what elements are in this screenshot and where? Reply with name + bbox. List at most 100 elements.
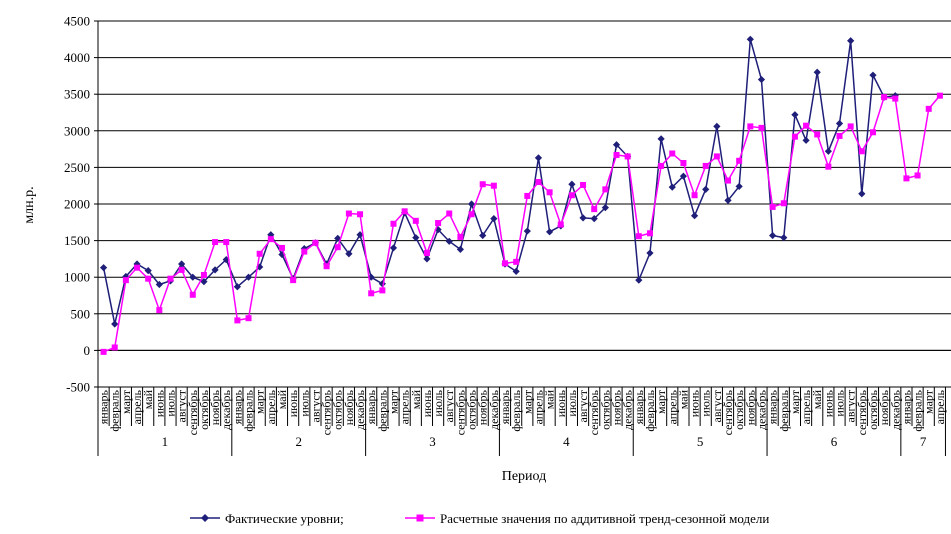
data-point	[134, 264, 141, 271]
data-point	[156, 307, 163, 314]
data-point	[357, 211, 364, 218]
data-point	[702, 185, 710, 193]
x-tick-label: сентябрь	[186, 389, 200, 435]
x-tick-label: январь	[364, 389, 378, 424]
data-point	[367, 273, 375, 281]
x-tick-label: август	[710, 389, 724, 422]
data-point	[423, 250, 430, 257]
x-tick-label: ноябрь	[208, 389, 222, 425]
data-point	[746, 35, 754, 43]
data-point	[724, 196, 732, 204]
data-point	[446, 210, 453, 217]
x-tick-label: январь	[899, 389, 913, 424]
x-axis: январьфевральмартапрельмайиюньиюльавгуст…	[97, 349, 951, 456]
data-point	[100, 348, 107, 355]
data-point	[534, 154, 543, 162]
legend-label-actual: Фактические уровни;	[225, 511, 344, 526]
data-point	[668, 183, 676, 191]
data-point	[457, 233, 464, 240]
series-line	[103, 95, 941, 353]
data-point	[791, 133, 798, 140]
y-tick-label: 3500	[64, 87, 90, 102]
data-point	[914, 172, 921, 179]
x-tick-label: июнь	[821, 389, 835, 417]
x-tick-label: октябрь	[732, 389, 746, 429]
x-tick-label: сентябрь	[320, 389, 334, 435]
y-tick-label: 4000	[64, 50, 90, 65]
data-point	[233, 283, 241, 291]
data-point	[601, 204, 609, 212]
data-point	[847, 37, 855, 45]
data-point	[825, 163, 832, 170]
x-tick-label: декабрь	[487, 389, 501, 430]
x-tick-label: июль	[699, 389, 713, 416]
data-point	[479, 181, 486, 188]
x-tick-label: апрель	[130, 389, 144, 424]
x-tick-label: октябрь	[598, 389, 612, 429]
data-point	[747, 123, 754, 130]
data-point	[669, 150, 676, 157]
x-tick-label: декабрь	[219, 389, 233, 430]
data-point	[591, 206, 598, 213]
data-point	[379, 287, 386, 294]
data-point	[356, 231, 364, 239]
year-label: 1	[162, 434, 169, 449]
data-point	[869, 129, 876, 136]
x-tick-label: май	[676, 389, 690, 409]
data-point	[802, 136, 810, 144]
data-point	[858, 148, 865, 155]
data-point	[345, 210, 352, 217]
x-axis-title: Период	[502, 469, 547, 484]
data-point	[200, 277, 208, 286]
data-point	[803, 122, 810, 129]
data-point	[568, 180, 576, 188]
x-tick-label: июль	[833, 389, 847, 416]
x-tick-label: февраль	[643, 389, 657, 431]
x-tick-label: декабрь	[621, 389, 635, 430]
x-tick-label: август	[442, 389, 456, 422]
data-point	[858, 190, 866, 198]
y-tick-label: 4500	[64, 14, 90, 29]
year-label: 3	[429, 434, 436, 449]
y-tick-label: 2500	[64, 160, 90, 175]
data-point	[735, 182, 743, 191]
data-point	[657, 135, 665, 143]
legend-marker-model	[416, 514, 424, 522]
data-point	[869, 71, 877, 79]
x-tick-label: май	[543, 389, 557, 409]
data-point	[334, 234, 342, 243]
y-tick-label: 2000	[64, 197, 90, 212]
data-point	[412, 217, 419, 224]
data-point	[936, 92, 943, 99]
y-tick-label: 1500	[64, 233, 90, 248]
x-tick-label: май	[409, 389, 423, 409]
x-tick-label: декабрь	[888, 389, 902, 430]
data-point	[590, 215, 598, 223]
data-point	[557, 221, 564, 228]
year-label: 2	[295, 434, 302, 449]
x-tick-label: июль	[431, 389, 445, 416]
data-point	[824, 147, 832, 155]
legend-entry-model: Расчетные значения по аддитивной тренд-с…	[405, 511, 769, 526]
data-point	[133, 260, 141, 268]
x-tick-label: май	[810, 389, 824, 409]
x-tick-label: март	[520, 389, 534, 414]
x-tick-label: сентябрь	[721, 389, 735, 435]
data-point	[178, 266, 185, 273]
data-point	[835, 119, 844, 128]
data-point	[456, 245, 464, 253]
year-label: 4	[563, 434, 570, 449]
data-point	[579, 214, 587, 222]
year-label: 5	[697, 434, 704, 449]
x-tick-label: июнь	[554, 389, 568, 417]
x-tick-label: август	[175, 389, 189, 422]
y-tick-label: 500	[71, 306, 91, 321]
x-tick-label: октябрь	[465, 389, 479, 429]
data-point	[903, 175, 910, 182]
data-point	[523, 227, 531, 235]
data-point	[769, 231, 777, 240]
x-tick-label: январь	[498, 389, 512, 424]
data-point	[155, 280, 163, 289]
data-point	[244, 273, 253, 281]
